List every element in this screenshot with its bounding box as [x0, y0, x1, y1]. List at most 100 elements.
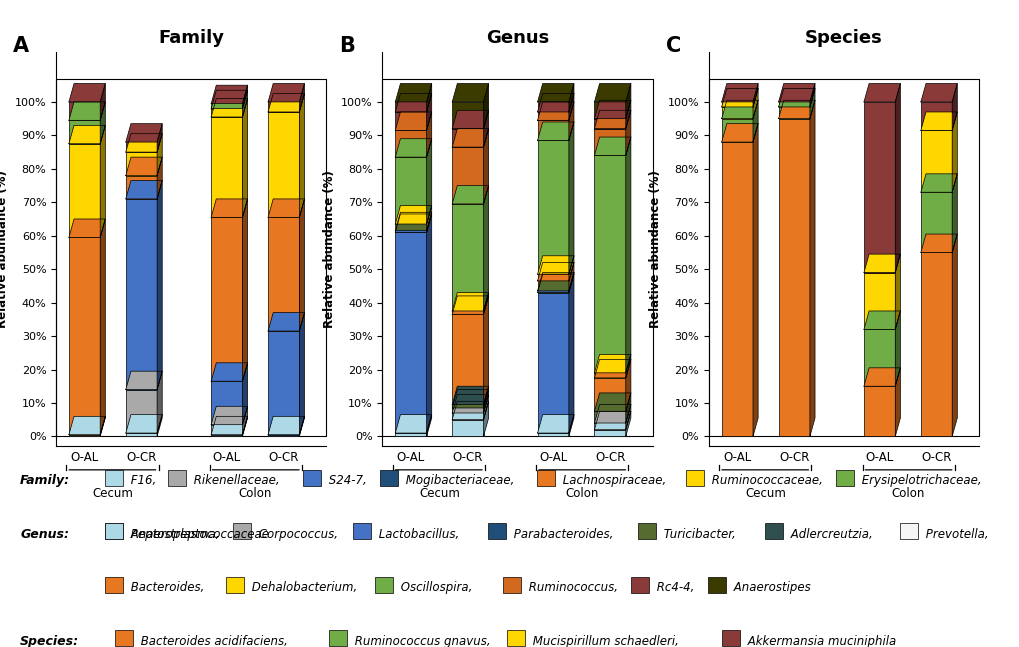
Polygon shape: [395, 83, 431, 102]
Polygon shape: [626, 411, 631, 436]
Bar: [329, 630, 346, 646]
Polygon shape: [243, 199, 248, 381]
Polygon shape: [426, 206, 431, 231]
Polygon shape: [594, 137, 631, 155]
Bar: [354, 523, 371, 540]
Text: Lactobacillus,: Lactobacillus,: [375, 528, 460, 541]
Text: Oscillospira,: Oscillospira,: [396, 581, 472, 594]
Polygon shape: [69, 126, 105, 144]
Polygon shape: [243, 416, 248, 436]
Bar: [451, 147, 483, 204]
Bar: [630, 576, 648, 593]
Polygon shape: [395, 214, 431, 232]
Polygon shape: [483, 292, 488, 314]
Bar: [506, 630, 525, 646]
Polygon shape: [721, 100, 757, 118]
Polygon shape: [125, 415, 162, 433]
Y-axis label: Relative abundance (%): Relative abundance (%): [322, 170, 335, 328]
Polygon shape: [483, 129, 488, 204]
Bar: [594, 155, 626, 373]
Bar: [268, 435, 300, 436]
Polygon shape: [426, 212, 431, 232]
Polygon shape: [752, 100, 757, 142]
Polygon shape: [100, 219, 105, 435]
Polygon shape: [537, 122, 574, 140]
Bar: [537, 281, 569, 291]
Polygon shape: [483, 296, 488, 404]
Polygon shape: [268, 416, 305, 435]
Bar: [125, 142, 157, 152]
Polygon shape: [125, 371, 162, 389]
Polygon shape: [451, 395, 488, 413]
Polygon shape: [920, 174, 957, 192]
Polygon shape: [895, 254, 900, 329]
Text: Parabacteroides,: Parabacteroides,: [510, 528, 613, 541]
Text: Anaerostipes: Anaerostipes: [730, 581, 810, 594]
Polygon shape: [211, 363, 248, 381]
Polygon shape: [243, 85, 248, 109]
Bar: [211, 381, 243, 424]
Text: Colon: Colon: [891, 487, 924, 499]
Bar: [637, 523, 655, 540]
Bar: [451, 311, 483, 314]
Bar: [920, 192, 951, 252]
Title: Species: Species: [804, 29, 882, 47]
Bar: [69, 102, 100, 120]
Bar: [105, 470, 123, 486]
Bar: [125, 389, 157, 433]
Bar: [268, 331, 300, 435]
Bar: [125, 152, 157, 175]
Polygon shape: [721, 124, 757, 142]
Bar: [451, 102, 483, 129]
Text: Cecum: Cecum: [745, 487, 786, 499]
Bar: [268, 217, 300, 331]
Bar: [764, 523, 783, 540]
Text: C: C: [665, 36, 681, 56]
Polygon shape: [721, 83, 757, 102]
Polygon shape: [211, 98, 248, 117]
Polygon shape: [626, 100, 631, 129]
Text: Ruminococcaceae,: Ruminococcaceae,: [707, 474, 822, 487]
Bar: [395, 130, 426, 157]
Bar: [380, 470, 398, 486]
Polygon shape: [752, 89, 757, 118]
Bar: [900, 523, 917, 540]
Polygon shape: [809, 100, 814, 436]
Bar: [232, 523, 251, 540]
Polygon shape: [483, 395, 488, 420]
Polygon shape: [594, 355, 631, 373]
Polygon shape: [920, 83, 957, 102]
Polygon shape: [952, 174, 957, 252]
Polygon shape: [626, 83, 631, 118]
Bar: [536, 470, 554, 486]
Bar: [777, 107, 809, 118]
Text: Ruminococcus gnavus,: Ruminococcus gnavus,: [351, 635, 490, 647]
Polygon shape: [895, 368, 900, 436]
Polygon shape: [537, 263, 574, 281]
Polygon shape: [157, 157, 162, 199]
Bar: [211, 117, 243, 217]
Polygon shape: [451, 110, 488, 129]
Polygon shape: [777, 89, 814, 107]
Bar: [863, 272, 895, 329]
Polygon shape: [809, 83, 814, 107]
Bar: [594, 118, 626, 129]
Polygon shape: [537, 83, 574, 102]
Polygon shape: [594, 411, 631, 430]
Polygon shape: [426, 415, 431, 436]
Text: Colon: Colon: [238, 487, 272, 499]
Bar: [69, 435, 100, 436]
Bar: [502, 576, 521, 593]
Text: A: A: [13, 36, 29, 56]
Text: Rc4-4,: Rc4-4,: [652, 581, 693, 594]
Polygon shape: [395, 206, 431, 224]
Polygon shape: [395, 94, 431, 112]
Text: Anaeroplasma,: Anaeroplasma,: [127, 528, 219, 541]
Polygon shape: [626, 355, 631, 378]
Polygon shape: [569, 102, 574, 140]
Polygon shape: [69, 102, 105, 120]
Text: F16,: F16,: [127, 474, 156, 487]
Bar: [863, 102, 895, 272]
Polygon shape: [626, 360, 631, 411]
Polygon shape: [483, 110, 488, 147]
